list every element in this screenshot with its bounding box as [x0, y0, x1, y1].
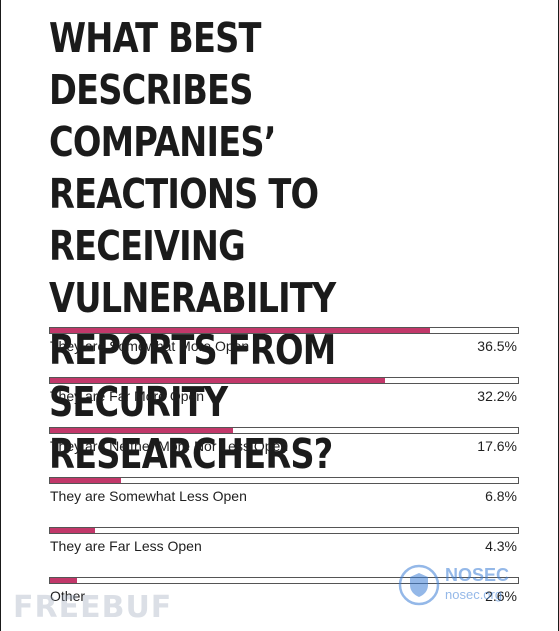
- category-label: They are Far Less Open: [50, 538, 202, 554]
- nosec-watermark: NOSEC nosec.org: [397, 563, 509, 612]
- data-label: 2.6%: [485, 588, 517, 604]
- bar: [50, 478, 121, 483]
- bar-row: They are Neither More Nor Less Open 17.6%: [49, 427, 519, 477]
- bar-track: [49, 327, 519, 334]
- bar: [50, 328, 430, 333]
- data-label: 32.2%: [477, 388, 517, 404]
- data-label: 17.6%: [477, 438, 517, 454]
- bar-track: [49, 477, 519, 484]
- category-label: They are Somewhat Less Open: [50, 488, 247, 504]
- shield-icon: [398, 564, 440, 606]
- data-label: 6.8%: [485, 488, 517, 504]
- bar-track: [49, 577, 519, 584]
- bar-row: They are Somewhat Less Open 6.8%: [49, 477, 519, 527]
- nosec-watermark-domain: nosec.org: [445, 587, 503, 602]
- bar-row: They are Far Less Open 4.3%: [49, 527, 519, 577]
- bar: [50, 578, 77, 583]
- bar-track: [49, 427, 519, 434]
- category-label: They are Neither More Nor Less Open: [50, 438, 289, 454]
- category-label: They are Far More Open: [50, 388, 205, 404]
- bar-row: They are Somewhat More Open 36.5%: [49, 327, 519, 377]
- chart-title: WHAT BEST DESCRIBES COMPANIES’ REACTIONS…: [49, 14, 336, 478]
- category-label: Other: [50, 588, 86, 604]
- bar-chart: They are Somewhat More Open 36.5% They are…: [49, 327, 519, 627]
- bar-track: [49, 527, 519, 534]
- data-label: 4.3%: [485, 538, 517, 554]
- category-label: They are Somewhat More Open: [50, 338, 250, 354]
- freebuf-watermark: FREEBUF: [13, 590, 173, 625]
- nosec-watermark-title: NOSEC: [445, 565, 510, 585]
- bar: [50, 378, 385, 383]
- bar: [50, 528, 95, 533]
- bar: [50, 428, 233, 433]
- bar-row: They are Far More Open 32.2%: [49, 377, 519, 427]
- bar-row: Other 2.6%: [49, 577, 519, 627]
- bar-track: [49, 377, 519, 384]
- data-label: 36.5%: [477, 338, 517, 354]
